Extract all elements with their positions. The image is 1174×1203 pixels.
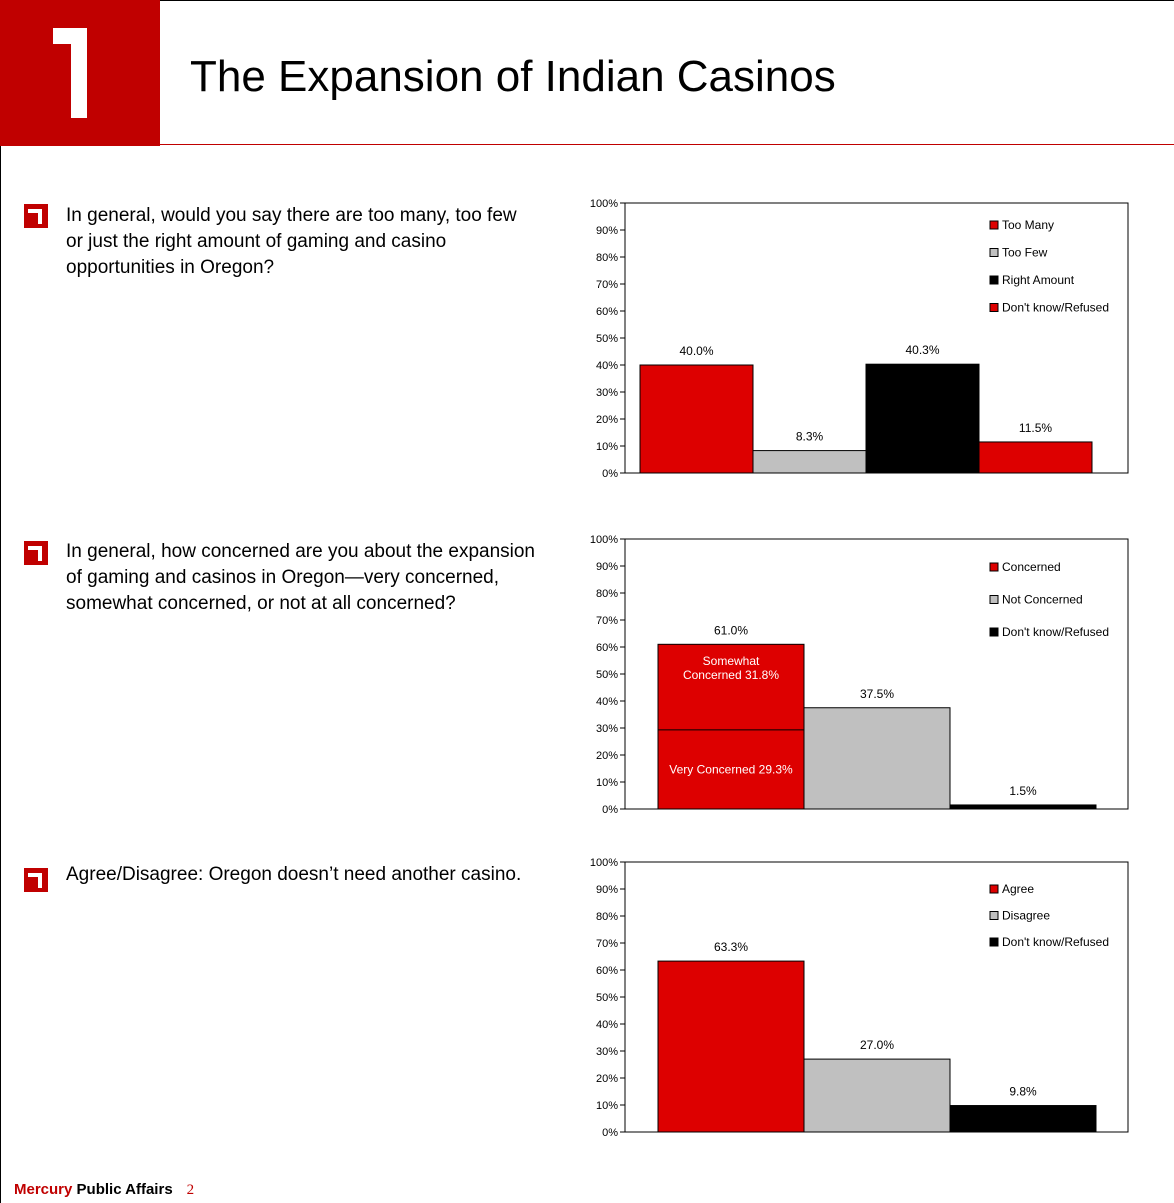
y-tick-label: 100% xyxy=(590,857,618,869)
legend-swatch xyxy=(989,595,999,604)
y-tick-label: 20% xyxy=(596,750,618,762)
y-tick-label: 60% xyxy=(596,642,618,654)
y-tick-label: 60% xyxy=(596,965,618,977)
legend-swatch xyxy=(989,303,999,312)
footer: Mercury Public Affairs 2 xyxy=(14,1181,194,1199)
bar-not-concerned xyxy=(803,707,951,810)
segment-label: Concerned 31.8% xyxy=(683,668,779,682)
y-tick-label: 10% xyxy=(596,777,618,789)
y-tick-label: 10% xyxy=(596,1100,618,1112)
bullet-icon xyxy=(24,541,48,565)
question-1: In general, would you say there are too … xyxy=(66,205,517,278)
y-tick-label: 70% xyxy=(596,279,618,291)
footer-brand: Mercury xyxy=(14,1181,73,1198)
footer-brand-rest: Public Affairs xyxy=(72,1181,173,1198)
data-label: 8.3% xyxy=(796,430,824,444)
bar-too-many xyxy=(639,364,754,474)
y-tick-label: 40% xyxy=(596,696,618,708)
legend-label: Too Few xyxy=(1002,246,1048,260)
y-tick-label: 50% xyxy=(596,333,618,345)
chart-gaming-amount: 0% 10% 20% 30% 40% 50% 60% 70% 80% 90% 100% 40.0% 8.… xyxy=(590,198,1129,480)
corner-logo-icon xyxy=(53,28,87,118)
chart-agree-disagree: 0% 10% 20% 30% 40% 50% 60% 70% 80% 90% 100% 63.3% 27… xyxy=(590,857,1129,1139)
bar-too-few xyxy=(752,450,867,474)
data-label: 37.5% xyxy=(860,687,894,701)
data-label: 40.3% xyxy=(905,343,939,357)
y-tick-label: 50% xyxy=(596,669,618,681)
y-tick-label: 70% xyxy=(596,938,618,950)
page-title: The Expansion of Indian Casinos xyxy=(190,52,836,101)
legend-label: Agree xyxy=(1002,882,1034,896)
segment-label: Very Concerned 29.3% xyxy=(669,762,793,776)
logo-box xyxy=(0,0,160,146)
legend-swatch xyxy=(989,275,999,285)
y-tick-label: 0% xyxy=(602,468,618,480)
y-tick-label: 100% xyxy=(590,198,618,210)
y-tick-label: 40% xyxy=(596,360,618,372)
page-number: 2 xyxy=(186,1182,195,1198)
y-tick-label: 60% xyxy=(596,306,618,318)
y-tick-label: 90% xyxy=(596,561,618,573)
legend-label: Don't know/Refused xyxy=(1002,301,1109,315)
bar-don-t-know-refused xyxy=(949,804,1097,810)
y-tick-label: 90% xyxy=(596,884,618,896)
legend-label: Concerned xyxy=(1002,560,1061,574)
y-tick-label: 100% xyxy=(590,534,618,546)
y-tick-label: 30% xyxy=(596,723,618,735)
question-2: In general, how concerned are you about … xyxy=(66,541,535,614)
segment-label: Somewhat xyxy=(703,654,760,668)
y-tick-label: 20% xyxy=(596,1073,618,1085)
data-label: 40.0% xyxy=(679,344,713,358)
y-tick-label: 40% xyxy=(596,1019,618,1031)
y-tick-label: 0% xyxy=(602,1127,618,1139)
legend-label: Right Amount xyxy=(1002,273,1075,287)
legend-swatch xyxy=(989,248,999,257)
data-label: 9.8% xyxy=(1009,1085,1037,1099)
chart-concern: 0% 10% 20% 30% 40% 50% 60% 70% 80% 90% 100% 61.0% 37… xyxy=(590,534,1129,816)
bar-disagree xyxy=(803,1058,951,1133)
data-label: 1.5% xyxy=(1009,784,1037,798)
bullet-icon xyxy=(24,868,48,892)
bar-right-amount xyxy=(865,363,980,474)
y-tick-label: 10% xyxy=(596,441,618,453)
data-label: 63.3% xyxy=(714,940,748,954)
bar-don-t-know-refused xyxy=(949,1105,1097,1133)
data-label: 27.0% xyxy=(860,1038,894,1052)
legend-swatch xyxy=(989,937,999,947)
y-tick-label: 80% xyxy=(596,588,618,600)
legend-swatch xyxy=(989,884,999,894)
y-tick-label: 30% xyxy=(596,387,618,399)
bullet-icon xyxy=(24,204,48,228)
y-tick-label: 0% xyxy=(602,804,618,816)
data-label: 11.5% xyxy=(1019,421,1052,435)
question-3: Agree/Disagree: Oregon doesn’t need anot… xyxy=(66,864,522,885)
legend-swatch xyxy=(989,220,999,230)
legend-swatch xyxy=(989,627,999,637)
y-tick-label: 50% xyxy=(596,992,618,1004)
bar-agree xyxy=(657,960,805,1133)
y-tick-label: 20% xyxy=(596,414,618,426)
legend-label: Disagree xyxy=(1002,909,1050,923)
legend-label: Don't know/Refused xyxy=(1002,625,1109,639)
legend-swatch xyxy=(989,911,999,920)
y-tick-label: 90% xyxy=(596,225,618,237)
y-tick-label: 30% xyxy=(596,1046,618,1058)
legend-label: Too Many xyxy=(1002,218,1054,232)
title-divider xyxy=(160,144,1174,145)
data-label: 61.0% xyxy=(714,623,748,637)
legend-swatch xyxy=(989,562,999,572)
y-tick-label: 80% xyxy=(596,252,618,264)
legend-label: Don't know/Refused xyxy=(1002,935,1109,949)
bar-don-t-know-refused xyxy=(978,441,1093,474)
y-tick-label: 80% xyxy=(596,911,618,923)
y-tick-label: 70% xyxy=(596,615,618,627)
legend-label: Not Concerned xyxy=(1002,593,1083,607)
